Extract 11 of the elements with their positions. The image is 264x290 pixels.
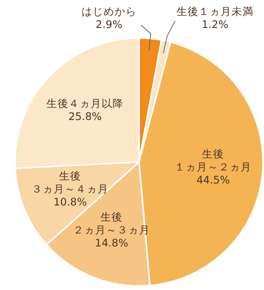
data-label: 44.5%	[195, 174, 231, 188]
data-label: 10.8%	[52, 196, 88, 210]
data-label: 14.8%	[94, 238, 130, 251]
data-label: 2.9%	[94, 19, 124, 32]
slice-label: 生後３ヵ月～４ヵ月	[32, 170, 109, 197]
slice-label: 生後１ヵ月未満	[176, 6, 254, 19]
data-label: 25.8%	[67, 110, 103, 124]
slice-label: はじめから	[82, 6, 136, 19]
data-label: 1.2%	[200, 19, 230, 32]
slice-label: 生後１ヵ月～２ヵ月	[174, 148, 252, 175]
slice-label: 生後４ヵ月以降	[46, 98, 124, 111]
